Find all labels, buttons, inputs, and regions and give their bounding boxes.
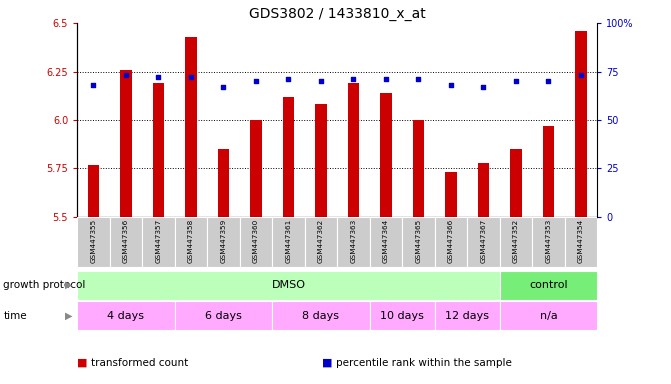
Text: GSM447357: GSM447357 [156, 218, 162, 263]
Bar [446, 172, 457, 217]
Text: GSM447352: GSM447352 [513, 218, 519, 263]
Bar [478, 163, 489, 217]
Point [283, 76, 294, 82]
Point [121, 72, 132, 78]
Bar [370, 217, 402, 267]
Text: percentile rank within the sample: percentile rank within the sample [336, 358, 511, 368]
Bar [272, 301, 370, 330]
Point [186, 74, 197, 80]
Text: GSM447359: GSM447359 [220, 218, 226, 263]
Bar [510, 149, 521, 217]
Text: GSM447366: GSM447366 [448, 218, 454, 263]
Bar [500, 271, 597, 300]
Bar [565, 217, 597, 267]
Bar [380, 93, 392, 217]
Point [348, 76, 359, 82]
Text: 8 days: 8 days [303, 311, 340, 321]
Text: ■: ■ [77, 358, 88, 368]
Bar [575, 31, 586, 217]
Bar [282, 97, 294, 217]
Point [315, 78, 326, 84]
Bar [153, 83, 164, 217]
Text: control: control [529, 280, 568, 290]
Text: 4 days: 4 days [107, 311, 144, 321]
Text: GSM447356: GSM447356 [123, 218, 129, 263]
Text: transformed count: transformed count [91, 358, 188, 368]
Bar [402, 217, 435, 267]
Text: ▶: ▶ [65, 311, 72, 321]
Bar [348, 83, 359, 217]
Point [576, 72, 586, 78]
Text: GSM447355: GSM447355 [91, 218, 97, 263]
Point [511, 78, 521, 84]
Bar [250, 120, 262, 217]
Point [88, 82, 99, 88]
Point [250, 78, 261, 84]
Point [218, 84, 229, 90]
Bar [532, 217, 565, 267]
Bar [77, 301, 174, 330]
Text: 6 days: 6 days [205, 311, 242, 321]
Bar [543, 126, 554, 217]
Bar [207, 217, 240, 267]
Text: ■: ■ [322, 358, 333, 368]
Text: n/a: n/a [539, 311, 558, 321]
Text: GSM447353: GSM447353 [546, 218, 552, 263]
Text: 12 days: 12 days [445, 311, 489, 321]
Text: GSM447367: GSM447367 [480, 218, 486, 263]
Point [153, 74, 164, 80]
Bar [174, 217, 207, 267]
Text: ▶: ▶ [65, 280, 72, 290]
Text: GSM447360: GSM447360 [253, 218, 259, 263]
Point [543, 78, 554, 84]
Title: GDS3802 / 1433810_x_at: GDS3802 / 1433810_x_at [249, 7, 425, 21]
Text: growth protocol: growth protocol [3, 280, 86, 290]
Point [413, 76, 424, 82]
Bar [315, 104, 327, 217]
Text: GSM447361: GSM447361 [285, 218, 291, 263]
Bar [338, 217, 370, 267]
Text: GSM447362: GSM447362 [318, 218, 324, 263]
Bar [467, 217, 500, 267]
Bar [109, 217, 142, 267]
Text: time: time [3, 311, 27, 321]
Text: GSM447358: GSM447358 [188, 218, 194, 263]
Text: GSM447354: GSM447354 [578, 218, 584, 263]
Bar [217, 149, 229, 217]
Text: DMSO: DMSO [272, 280, 305, 290]
Bar [88, 165, 99, 217]
Bar [142, 217, 174, 267]
Bar [272, 217, 305, 267]
Bar [185, 36, 197, 217]
Bar [370, 301, 435, 330]
Bar [240, 217, 272, 267]
Bar [413, 120, 424, 217]
Bar [305, 217, 338, 267]
Point [446, 82, 456, 88]
Bar [77, 217, 109, 267]
Bar [500, 301, 597, 330]
Point [478, 84, 488, 90]
Bar [120, 70, 132, 217]
Text: GSM447364: GSM447364 [383, 218, 389, 263]
Bar [174, 301, 272, 330]
Bar [435, 301, 500, 330]
Bar [435, 217, 467, 267]
Bar [500, 217, 532, 267]
Text: GSM447363: GSM447363 [350, 218, 356, 263]
Text: GSM447365: GSM447365 [415, 218, 421, 263]
Bar [77, 271, 500, 300]
Point [380, 76, 391, 82]
Text: 10 days: 10 days [380, 311, 424, 321]
